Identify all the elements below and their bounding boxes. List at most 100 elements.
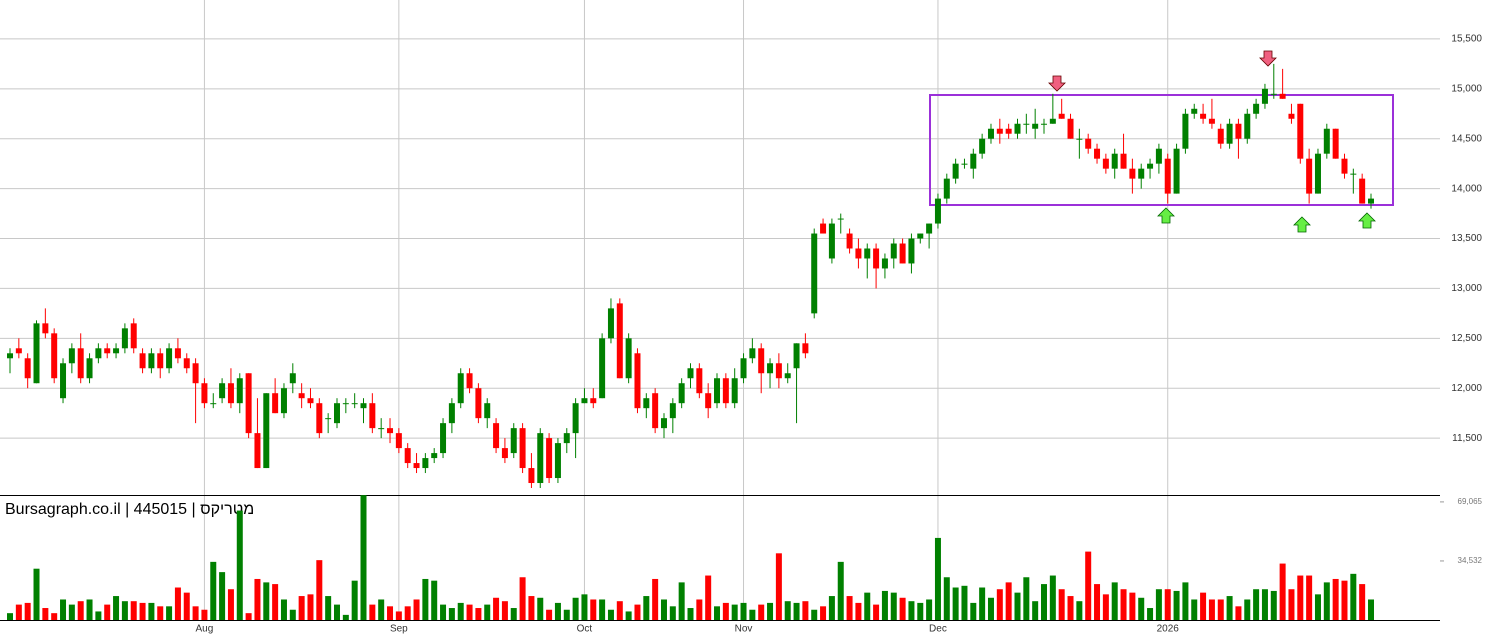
volume-bar	[501, 601, 508, 620]
volume-bar	[113, 596, 120, 620]
candle-body	[1032, 123, 1039, 129]
volume-bar	[1235, 606, 1242, 620]
candle-body	[1235, 123, 1242, 139]
volume-bar	[714, 606, 721, 620]
candle-body	[563, 433, 570, 444]
y-tick-label: 15,500	[1451, 34, 1482, 45]
candle-body	[855, 248, 862, 259]
volume-bar	[475, 608, 482, 620]
volume-bar	[1332, 578, 1339, 620]
candle-body	[413, 463, 420, 469]
volume-bar	[643, 596, 650, 620]
y-tick-label: 13,500	[1451, 233, 1482, 244]
candle-body	[1041, 123, 1048, 125]
candle-body	[272, 393, 279, 414]
volume-bar	[802, 601, 809, 620]
candle-body	[660, 418, 667, 429]
volume-bar	[157, 606, 164, 620]
candle-body	[1005, 128, 1012, 134]
volume-bar	[1217, 599, 1224, 620]
volume-bar	[599, 599, 606, 620]
candle-body	[236, 378, 243, 404]
candle-body	[351, 403, 358, 405]
candle-body	[95, 348, 102, 359]
y-tick-label: 12,500	[1451, 333, 1482, 344]
volume-bar	[1341, 580, 1348, 620]
volume-bar	[1297, 575, 1304, 620]
candle-body	[510, 428, 517, 454]
candle-body	[758, 348, 765, 374]
volume-bar	[537, 597, 544, 620]
candle-body	[599, 338, 606, 399]
candle-body	[1155, 148, 1162, 164]
candle-body	[1270, 93, 1277, 95]
candle-body	[519, 428, 526, 469]
candle-body	[1217, 128, 1224, 144]
candle-body	[1359, 178, 1366, 204]
up-arrows	[1157, 207, 1376, 233]
candle-body	[881, 258, 888, 269]
volume-bar	[395, 611, 402, 620]
y-tick-label: 12,000	[1451, 383, 1482, 394]
volume-bar	[378, 599, 385, 620]
volume-bar	[77, 601, 84, 620]
volume-bar	[1147, 608, 1154, 620]
candle-body	[422, 458, 429, 469]
x-tick-label: Sep	[390, 624, 408, 635]
volume-bar	[68, 604, 75, 620]
candle-body	[360, 403, 367, 409]
volume-bar	[201, 609, 208, 620]
volume-bar	[890, 592, 897, 620]
candle-body	[767, 363, 774, 374]
volume-bar	[731, 604, 738, 620]
candle-body	[307, 398, 314, 404]
volume-bar	[15, 604, 22, 620]
candle-body	[157, 353, 164, 369]
volume-bar	[448, 608, 455, 620]
candle-body	[1049, 118, 1056, 124]
candle-body	[1341, 158, 1348, 174]
candle-body	[943, 178, 950, 199]
candle-body	[890, 243, 897, 259]
candle-body	[104, 348, 111, 354]
candle-body	[643, 398, 650, 409]
volume-bar	[86, 599, 93, 620]
volume-bar	[192, 606, 199, 620]
y-tick-label: 14,500	[1451, 133, 1482, 144]
candle-body	[899, 243, 906, 264]
candle-body	[1306, 158, 1313, 194]
volume-bar	[387, 606, 394, 620]
volume-bar	[1368, 599, 1374, 620]
volume-bar	[484, 604, 491, 620]
volume-bar	[1288, 589, 1295, 620]
volume-bar	[431, 580, 438, 620]
volume-bar	[1244, 599, 1251, 620]
volume-bar	[811, 609, 818, 620]
candle-body	[873, 248, 880, 269]
arrow-down	[1259, 50, 1277, 67]
x-tick-label: Dec	[929, 624, 947, 635]
volume-bar	[457, 602, 464, 620]
candle-body	[979, 138, 986, 154]
volume-bar	[1261, 589, 1268, 620]
volume-bar	[970, 602, 977, 620]
arrow-up	[1293, 216, 1311, 233]
arrow-up	[1157, 207, 1175, 224]
volume-bar	[961, 585, 968, 620]
candle-body	[1323, 128, 1330, 154]
candle-body	[722, 378, 729, 404]
volume-bar	[581, 594, 588, 620]
volume-bar	[1359, 584, 1366, 620]
candle-body	[201, 383, 208, 404]
y-tick-label: 14,000	[1451, 183, 1482, 194]
volume-bar	[325, 596, 332, 620]
volume-bar	[687, 608, 694, 620]
volume-bar	[740, 602, 747, 620]
candle-body	[77, 348, 84, 379]
volume-bar	[607, 609, 614, 620]
candle-body	[316, 403, 323, 434]
candle-body	[395, 433, 402, 449]
candle-body	[1244, 113, 1251, 139]
candle-body	[749, 348, 756, 359]
